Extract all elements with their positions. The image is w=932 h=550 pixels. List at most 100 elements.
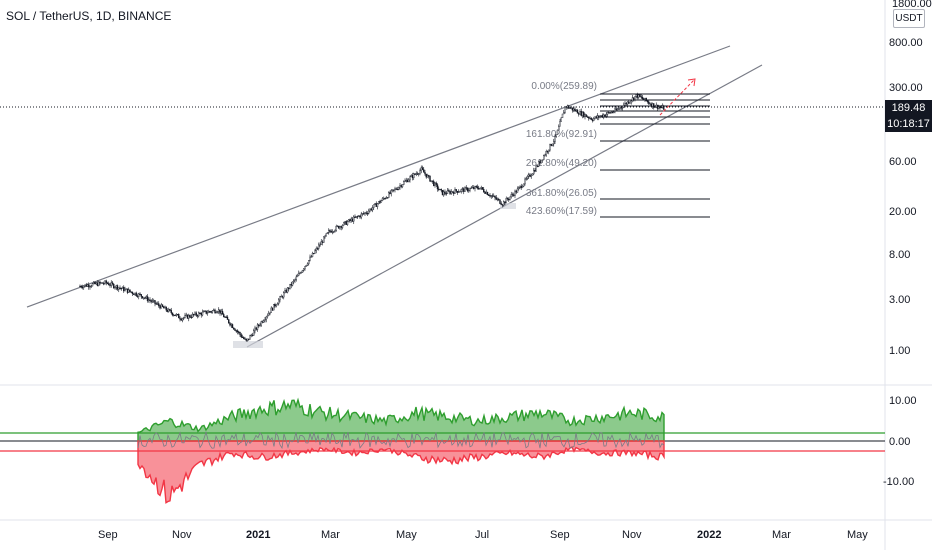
candle-body bbox=[361, 213, 364, 215]
currency-badge[interactable]: USDT bbox=[893, 9, 925, 28]
candles-group[interactable] bbox=[79, 92, 665, 342]
candle-body bbox=[214, 309, 216, 313]
candle-body bbox=[655, 104, 657, 108]
candle-body bbox=[471, 187, 474, 189]
candle-body bbox=[481, 187, 484, 190]
candle-body bbox=[429, 175, 431, 182]
candle-body bbox=[303, 268, 305, 271]
candle-body bbox=[225, 316, 227, 318]
projection-arrow[interactable] bbox=[659, 79, 695, 116]
candle-body bbox=[661, 105, 664, 108]
candle-body bbox=[446, 190, 449, 194]
candle-body bbox=[301, 270, 304, 273]
candle-body bbox=[158, 303, 160, 306]
candle-body bbox=[584, 114, 586, 118]
candle-body bbox=[478, 188, 480, 190]
candle-body bbox=[458, 191, 460, 193]
time-axis[interactable]: Sep Nov 2021 Mar May Jul Sep Nov 2022 Ma… bbox=[98, 529, 868, 541]
low-highlight-box-2 bbox=[500, 203, 516, 209]
candle-body bbox=[305, 265, 307, 267]
candle-body bbox=[493, 195, 495, 197]
price-axis[interactable]: 1800.00 800.00 300.00 60.00 20.00 8.00 3… bbox=[889, 0, 932, 357]
candle-body bbox=[393, 189, 395, 191]
candle-body bbox=[394, 188, 396, 190]
candle-body bbox=[651, 103, 654, 107]
candle-body bbox=[181, 318, 184, 321]
candle-body bbox=[85, 284, 87, 287]
candle-body bbox=[425, 173, 427, 178]
candle-body bbox=[134, 292, 136, 295]
candle-body bbox=[494, 195, 496, 198]
candle-body bbox=[129, 289, 131, 292]
candle-body bbox=[638, 94, 640, 98]
candle-body bbox=[81, 286, 84, 289]
candle-body bbox=[119, 287, 121, 289]
candle-body bbox=[449, 190, 451, 194]
candle-body bbox=[320, 241, 322, 245]
candle-body bbox=[324, 235, 326, 238]
candle-body bbox=[611, 111, 614, 114]
candle-body bbox=[98, 281, 100, 286]
candle-body bbox=[374, 203, 376, 205]
candle-body bbox=[135, 292, 137, 296]
candle-body bbox=[558, 125, 560, 131]
candle-body bbox=[630, 100, 632, 103]
candle-body bbox=[531, 173, 534, 176]
candle-body bbox=[636, 94, 639, 98]
candle-body bbox=[335, 225, 337, 231]
symbol-title[interactable]: SOL / TetherUS, 1D, BINANCE bbox=[6, 9, 172, 23]
candle-body bbox=[485, 191, 487, 194]
candle-body bbox=[198, 312, 200, 317]
candle-body bbox=[80, 285, 82, 288]
candle-body bbox=[551, 143, 554, 146]
candle-body bbox=[251, 334, 254, 336]
candle-body bbox=[610, 111, 612, 114]
indicator-pane[interactable] bbox=[0, 397, 885, 504]
candle-body bbox=[219, 309, 221, 314]
candle-body bbox=[256, 324, 259, 330]
candle-body bbox=[296, 275, 299, 278]
candle-body bbox=[291, 281, 294, 286]
candle-body bbox=[143, 297, 145, 299]
candle-body bbox=[530, 175, 532, 177]
candle-body bbox=[314, 250, 316, 254]
candle-body bbox=[660, 106, 662, 109]
candle-body bbox=[411, 175, 414, 179]
candle-body bbox=[428, 175, 430, 177]
candle-body bbox=[399, 185, 401, 188]
candle-body bbox=[623, 104, 625, 108]
price-label-60: 60.00 bbox=[889, 156, 917, 168]
candle-body bbox=[100, 282, 102, 284]
candle-body bbox=[246, 338, 249, 341]
time-label-nov-2020: Nov bbox=[172, 529, 192, 541]
candle-body bbox=[245, 338, 247, 341]
candle-body bbox=[475, 186, 477, 188]
candle-body bbox=[186, 314, 189, 319]
fib-label-3618: 361.80%(26.05) bbox=[526, 188, 597, 199]
candle-body bbox=[150, 300, 152, 302]
candle-body bbox=[626, 101, 629, 105]
candle-body bbox=[461, 188, 464, 190]
candle-body bbox=[258, 324, 260, 326]
candle-body bbox=[468, 189, 470, 192]
candle-body bbox=[566, 105, 569, 108]
candle-body bbox=[573, 108, 575, 111]
candle-body bbox=[363, 213, 365, 215]
indicator-axis[interactable]: 10.00 0.00 -10.00 bbox=[883, 395, 917, 488]
candle-body bbox=[231, 324, 234, 329]
candle-body bbox=[378, 201, 380, 204]
candle-body bbox=[380, 200, 382, 203]
upper-trendline[interactable] bbox=[26, 45, 731, 308]
candle-body bbox=[480, 187, 482, 189]
candle-body bbox=[228, 319, 230, 324]
candle-body bbox=[604, 114, 606, 117]
candle-body bbox=[474, 186, 476, 189]
candle-body bbox=[368, 210, 370, 214]
fibonacci-levels[interactable]: 0.00%(259.89) 161.80%(92.91) 261.80%(49.… bbox=[526, 81, 710, 218]
candle-body bbox=[473, 187, 475, 189]
indicator-oscillator-line bbox=[137, 430, 665, 450]
candle-body bbox=[99, 281, 101, 284]
candle-body bbox=[169, 309, 171, 311]
candle-body bbox=[315, 248, 317, 252]
